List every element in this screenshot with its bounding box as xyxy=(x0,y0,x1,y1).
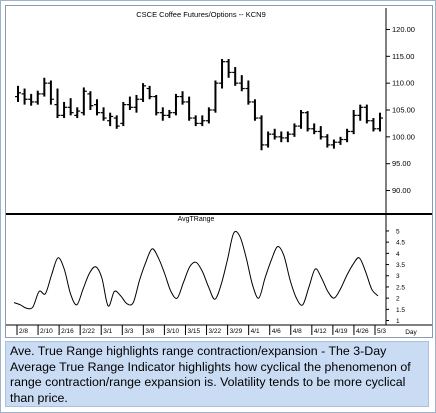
date-tick-label: 3/10 xyxy=(166,328,179,335)
price-y-tick-label: 120.00 xyxy=(392,25,415,34)
price-y-tick-label: 100.00 xyxy=(392,132,415,141)
date-tick-label: 4/26 xyxy=(356,328,369,335)
date-tick-label: 3/3 xyxy=(124,328,133,335)
date-tick-label: 2/16 xyxy=(61,328,74,335)
atr-y-tick-label: 4 xyxy=(396,251,400,258)
date-tick-label: 3/22 xyxy=(209,328,222,335)
atr-y-tick-label: 4.5 xyxy=(396,240,405,247)
date-tick-label: 4/8 xyxy=(293,328,302,335)
x-unit-label: Day xyxy=(405,329,417,336)
atr-y-tick-label: 2.5 xyxy=(396,284,405,291)
atr-y-tick-label: 2 xyxy=(396,296,400,303)
atr-y-tick-label: 1.5 xyxy=(396,307,405,314)
price-y-tick-label: 105.00 xyxy=(392,106,415,115)
chart-svg: CSCE Coffee Futures/Options -- KCN9 90.00… xyxy=(6,8,432,336)
chart-panel: CSCE Coffee Futures/Options -- KCN9 90.00… xyxy=(5,5,433,338)
price-chart-title: CSCE Coffee Futures/Options -- KCN9 xyxy=(136,10,266,19)
atr-series-line xyxy=(13,230,379,310)
date-tick-label: 4/19 xyxy=(335,328,348,335)
date-tick-label: 3/1 xyxy=(103,328,112,335)
price-y-tick-label: 90.00 xyxy=(392,186,411,195)
atr-chart-title: AvgTRange xyxy=(178,216,215,223)
date-tick-label: 3/29 xyxy=(230,328,243,335)
date-tick-label: 3/15 xyxy=(187,328,200,335)
caption-text: Ave. True Range highlights range contrac… xyxy=(5,341,429,407)
date-tick-label: 4/1 xyxy=(251,328,260,335)
date-tick-label: 4/12 xyxy=(314,328,327,335)
date-tick-label: 2/22 xyxy=(82,328,95,335)
price-y-tick-label: 115.00 xyxy=(392,52,414,61)
atr-y-tick-label: 3 xyxy=(396,273,400,280)
date-tick-label: 2/10 xyxy=(40,328,53,335)
date-tick-label: 4/6 xyxy=(272,328,281,335)
price-y-tick-label: 95.00 xyxy=(392,159,411,168)
date-tick-label: 2/8 xyxy=(19,328,28,335)
date-tick-label: 5/3 xyxy=(377,328,386,335)
price-y-tick-label: 110.00 xyxy=(392,79,414,88)
atr-y-tick-label: 3.5 xyxy=(396,262,405,269)
atr-y-tick-label: 1 xyxy=(396,318,400,325)
date-tick-label: 3/8 xyxy=(145,328,154,335)
atr-y-tick-label: 5 xyxy=(396,228,400,235)
